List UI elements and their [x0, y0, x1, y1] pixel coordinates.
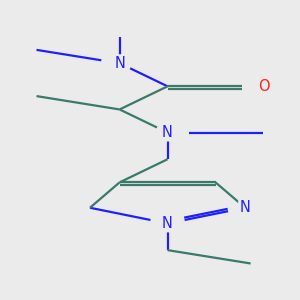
Text: N: N: [162, 216, 173, 231]
Text: N: N: [240, 200, 250, 215]
Text: N: N: [114, 56, 125, 71]
Text: N: N: [162, 125, 173, 140]
Text: O: O: [258, 79, 269, 94]
